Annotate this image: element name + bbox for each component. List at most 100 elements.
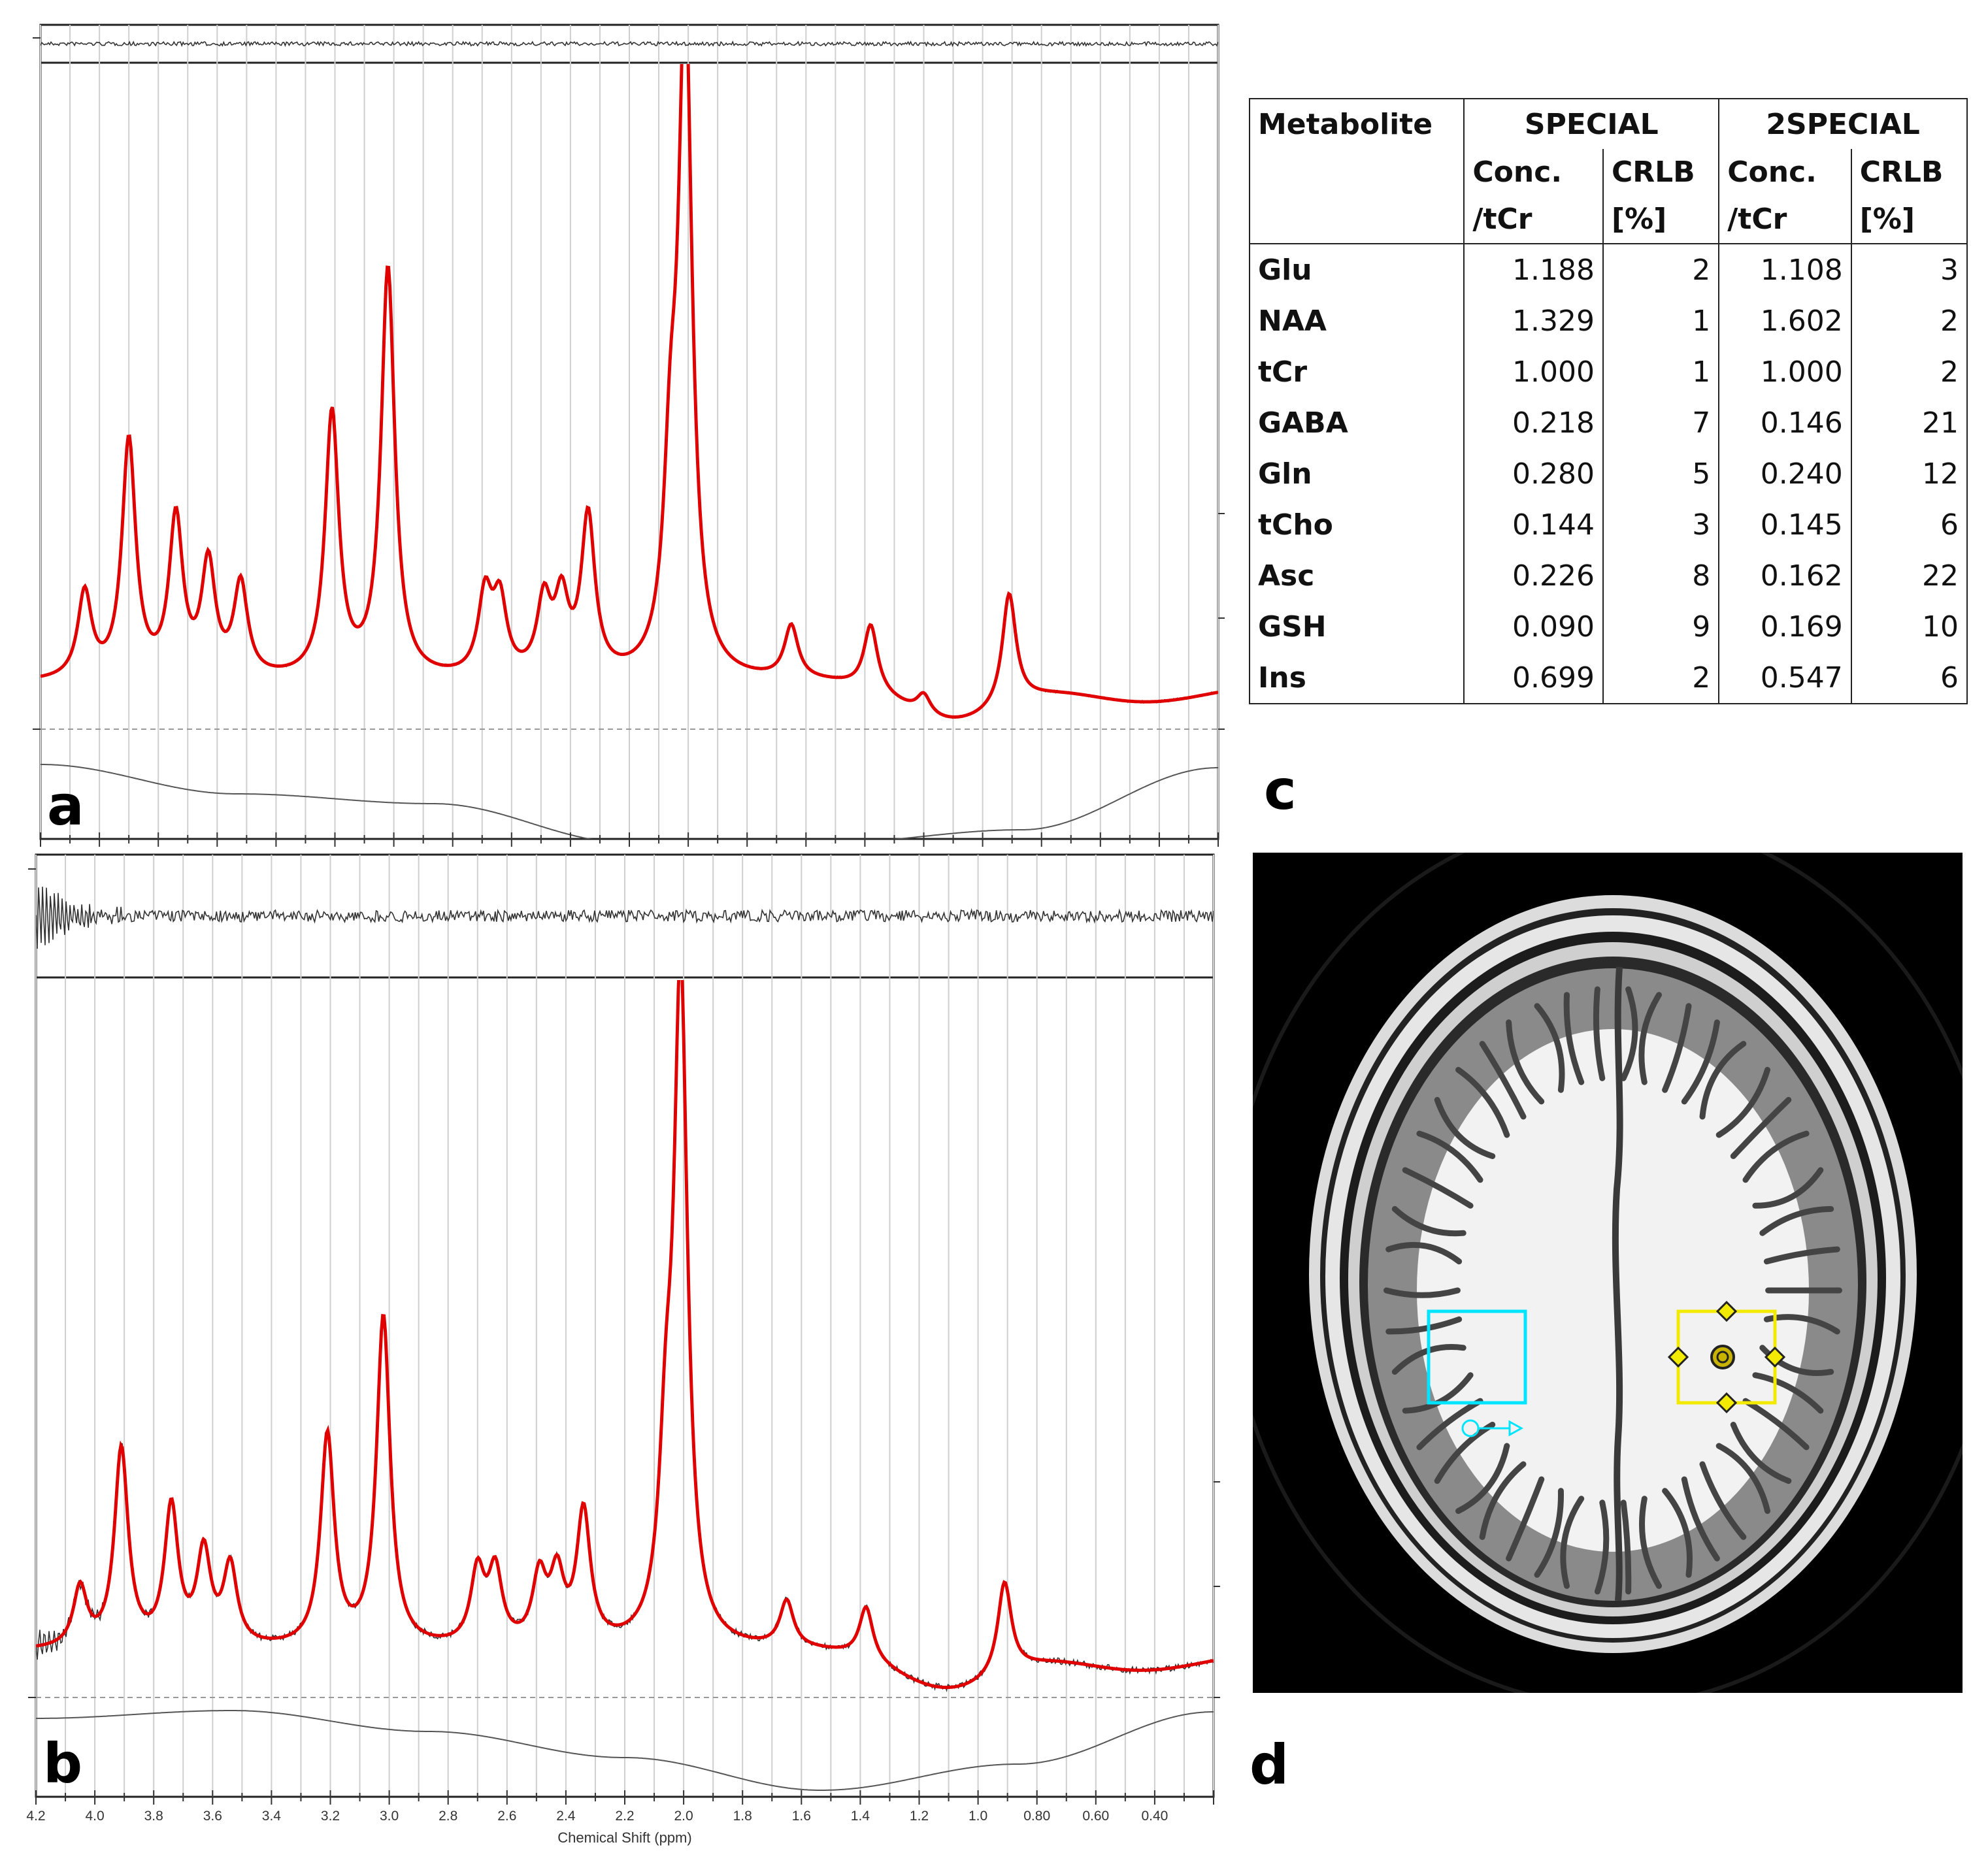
sulcus [1416,1130,1483,1183]
baseline-curve [41,764,1218,839]
cell-2special-conc: 0.169 [1718,601,1851,652]
cell-2special-crlb: 10 [1850,601,1967,652]
header-metabolite: Metabolite [1258,107,1433,141]
sulcus [1434,1422,1496,1484]
sulcus [1455,1066,1510,1138]
handle-left-icon [1667,1346,1689,1368]
sulcus [1391,1205,1466,1237]
voxel-left-cyan [1427,1309,1527,1405]
panel-a-grid [40,25,1219,839]
table-row: GSH 0.090 9 0.169 10 [1250,601,1967,652]
cell-special-conc: 1.188 [1463,244,1603,295]
panel-a-letter: a [47,774,84,838]
cell-special-conc: 0.226 [1463,550,1603,601]
x-tick-label: 3.6 [203,1809,222,1824]
cell-2special-conc: 0.547 [1718,652,1851,704]
cell-2special-conc: 1.108 [1718,244,1851,295]
x-tick-label: 1.8 [733,1809,752,1824]
sulcus [1506,1019,1545,1105]
cell-2special-conc: 0.162 [1718,550,1851,601]
panel-b-x-axis-title: Chemical Shift (ppm) [557,1829,691,1846]
cell-metabolite: GSH [1258,610,1327,644]
table-row: Gln 0.280 5 0.240 12 [1250,448,1967,499]
fit-line [36,980,1214,1690]
subheader-2special-conc: Conc. /tCr [1718,149,1851,244]
x-tick-label: 2.6 [497,1809,516,1824]
cell-special-crlb: 8 [1602,550,1719,601]
table-row: Asc 0.226 8 0.162 22 [1250,550,1967,601]
voxel-right-handles [1667,1300,1786,1414]
x-tick-label: 1.4 [851,1809,870,1824]
table-row: tCr 1.000 1 1.000 2 [1250,346,1967,397]
table-row: Glu 1.188 2 1.108 3 [1250,244,1967,295]
panel-a-residual [41,41,1218,48]
subheader-conc-line2: /tCr [1472,203,1532,236]
sulcus [1534,1488,1564,1578]
subheader-conc-line1: Conc. [1727,156,1817,189]
cell-metabolite: GABA [1258,406,1348,440]
x-tick-label: 2.4 [556,1809,576,1824]
x-tick-label: 1.2 [910,1809,929,1824]
cell-2special-crlb: 3 [1850,244,1967,295]
cell-metabolite: Ins [1258,661,1306,695]
sulcus [1402,1372,1474,1414]
sulcus [1759,1205,1834,1236]
subheader-conc-line2: /tCr [1727,203,1787,236]
sulcus [1620,1499,1632,1595]
cell-special-crlb: 1 [1602,346,1719,397]
sulcus [1699,1041,1747,1120]
sulcus [1620,986,1638,1081]
panel-b: 4.2 4.0 3.8 3.6 3.4 3.2 3.0 2.8 2.6 2.4 2.2 2.0 1.8 1… [26,853,1220,1846]
sulcus [1385,1316,1463,1335]
x-tick-label: 1.0 [969,1809,987,1824]
handle-top-icon [1715,1300,1738,1322]
sulcus [1560,1496,1585,1589]
subheader-crlb-line2: [%] [1611,203,1667,236]
header-special: SPECIAL [1463,99,1719,149]
subheader-conc-line1: Conc. [1472,156,1563,189]
panel-a: a [33,24,1225,847]
table-subheader-row: Conc. /tCr CRLB [%] Conc. /tCr CRLB [%] [1250,149,1967,244]
cell-special-crlb: 2 [1602,652,1719,704]
table-row: Ins 0.699 2 0.547 6 [1250,652,1967,704]
x-tick-label: 2.8 [439,1809,457,1824]
panel-b-letter: b [43,1731,82,1795]
cell-2special-conc: 1.602 [1718,295,1851,346]
sulcus [1715,1066,1770,1138]
header-2special: 2SPECIAL [1718,99,1967,149]
cell-special-conc: 1.329 [1463,295,1603,346]
cell-special-conc: 0.218 [1463,397,1603,448]
cell-metabolite: tCr [1258,355,1308,389]
cell-metabolite: Gln [1258,457,1312,491]
sulcus [1638,992,1662,1085]
cell-2special-conc: 0.240 [1718,448,1851,499]
cell-special-crlb: 1 [1602,295,1719,346]
voxel-left-arrow-head-icon [1508,1420,1524,1437]
cell-special-conc: 0.699 [1463,652,1603,704]
cell-2special-conc: 0.145 [1718,499,1851,550]
panel-b-plot [36,980,1214,1791]
sulcus [1534,1003,1565,1093]
cell-2special-crlb: 21 [1850,397,1967,448]
sulcus [1681,1019,1720,1105]
cell-special-crlb: 7 [1602,397,1719,448]
sulcus [1479,1041,1527,1120]
table-row: tCho 0.144 3 0.145 6 [1250,499,1967,550]
x-tick-label: 3.8 [144,1809,163,1824]
cell-2special-crlb: 2 [1850,295,1967,346]
cell-2special-conc: 0.146 [1718,397,1851,448]
cell-special-crlb: 5 [1602,448,1719,499]
sulcus [1479,1461,1527,1540]
cell-2special-crlb: 6 [1850,652,1967,704]
x-tick-label: 1.6 [792,1809,811,1824]
sulcus [1402,1167,1474,1209]
sulcus [1715,1443,1770,1515]
fit-line [41,64,1218,719]
sulcus [1594,1499,1610,1595]
x-tick-label: 3.4 [262,1809,282,1824]
subheader-special-conc: Conc. /tCr [1463,149,1603,244]
residual-line [41,41,1218,48]
table-header-row: Metabolite SPECIAL 2SPECIAL [1250,99,1967,149]
sulcus [1383,1287,1461,1298]
